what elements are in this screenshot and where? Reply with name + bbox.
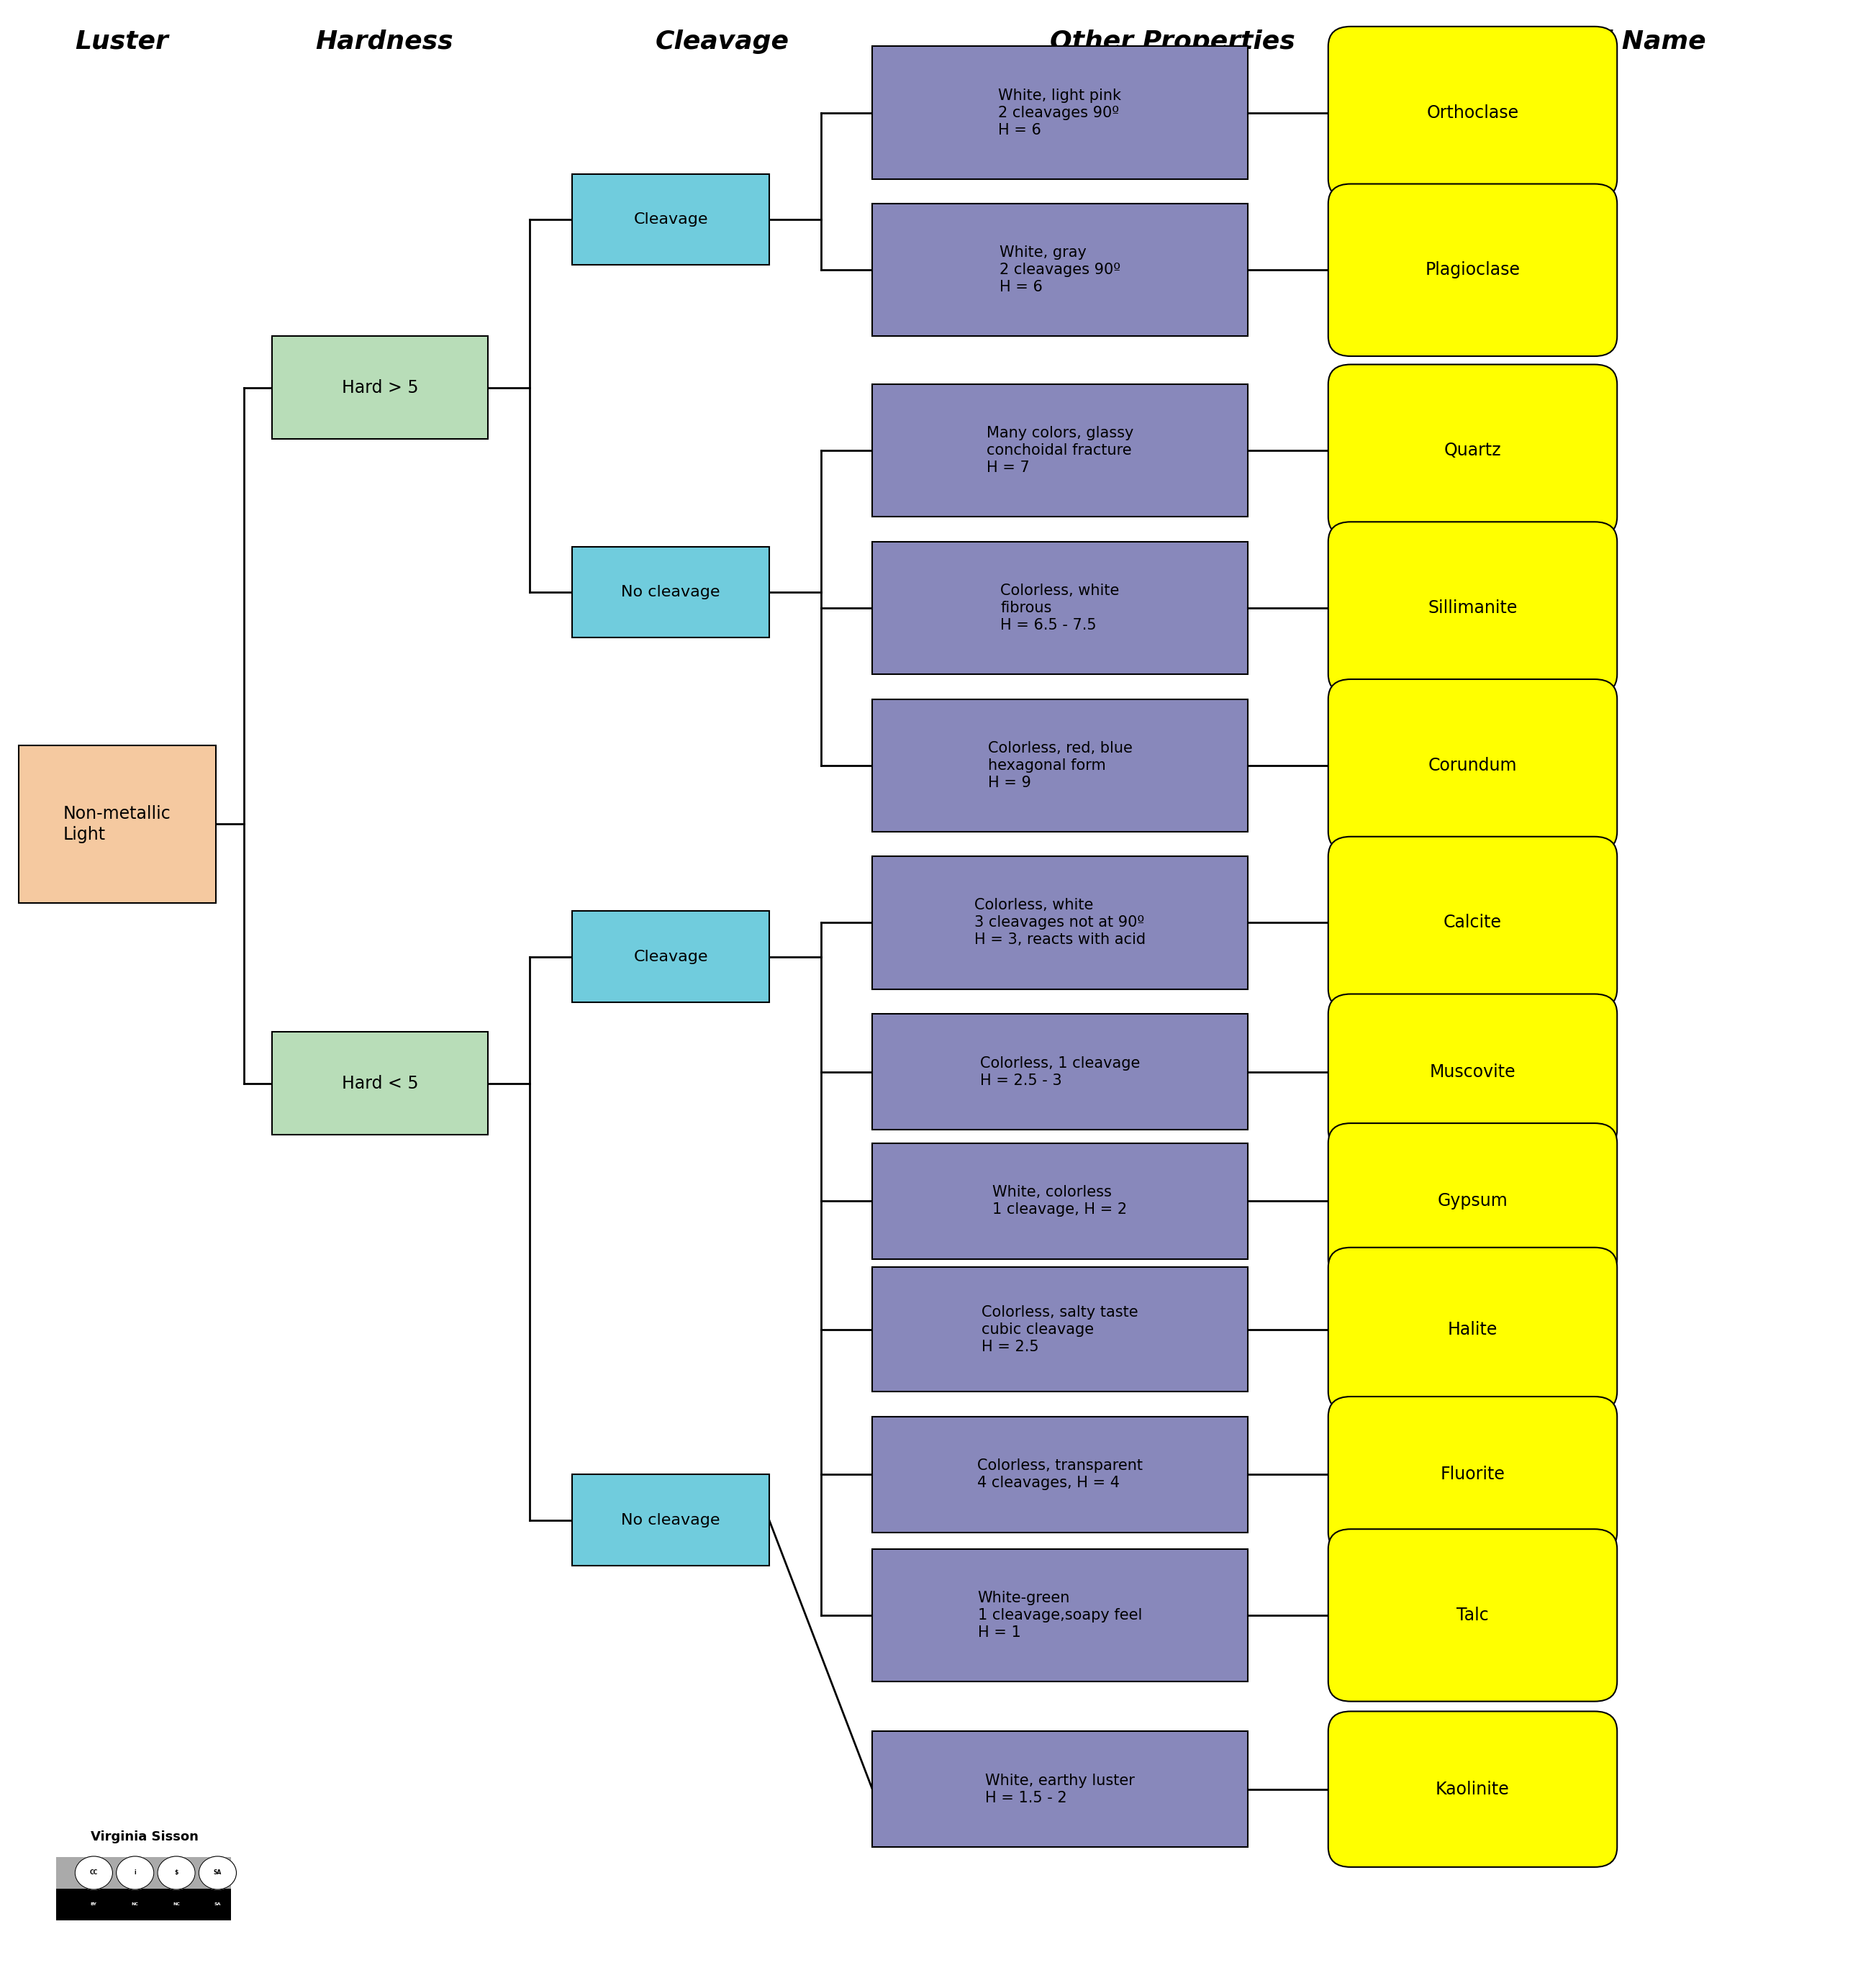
Circle shape xyxy=(75,1857,113,1889)
FancyBboxPatch shape xyxy=(1328,523,1617,694)
FancyBboxPatch shape xyxy=(872,1014,1248,1129)
Text: NC: NC xyxy=(173,1903,180,1906)
Text: SA: SA xyxy=(214,1903,221,1906)
FancyBboxPatch shape xyxy=(56,1857,231,1920)
Text: White, earthy luster
H = 1.5 - 2: White, earthy luster H = 1.5 - 2 xyxy=(985,1773,1135,1805)
Text: Cleavage: Cleavage xyxy=(655,30,790,54)
Text: Non-metallic
Light: Non-metallic Light xyxy=(64,805,171,843)
Text: SA: SA xyxy=(214,1869,221,1877)
Text: Orthoclase: Orthoclase xyxy=(1426,103,1520,121)
FancyBboxPatch shape xyxy=(1328,1529,1617,1702)
FancyBboxPatch shape xyxy=(1328,1712,1617,1867)
FancyBboxPatch shape xyxy=(56,1857,231,1889)
Text: Fluorite: Fluorite xyxy=(1441,1465,1505,1483)
FancyBboxPatch shape xyxy=(872,205,1248,336)
Text: Cleavage: Cleavage xyxy=(634,213,707,227)
Text: i: i xyxy=(133,1869,137,1877)
Text: White, light pink
2 cleavages 90º
H = 6: White, light pink 2 cleavages 90º H = 6 xyxy=(998,87,1122,137)
FancyBboxPatch shape xyxy=(872,857,1248,988)
FancyBboxPatch shape xyxy=(572,1475,769,1567)
Circle shape xyxy=(116,1857,154,1889)
FancyBboxPatch shape xyxy=(872,46,1248,179)
FancyBboxPatch shape xyxy=(872,1268,1248,1392)
Text: White-green
1 cleavage,soapy feel
H = 1: White-green 1 cleavage,soapy feel H = 1 xyxy=(977,1590,1142,1640)
Text: Kaolinite: Kaolinite xyxy=(1435,1781,1510,1797)
Circle shape xyxy=(199,1857,236,1889)
Text: Mineral Name: Mineral Name xyxy=(1503,30,1705,54)
FancyBboxPatch shape xyxy=(1328,1396,1617,1553)
Text: Colorless, red, blue
hexagonal form
H = 9: Colorless, red, blue hexagonal form H = … xyxy=(987,742,1133,789)
Text: Colorless, white
3 cleavages not at 90º
H = 3, reacts with acid: Colorless, white 3 cleavages not at 90º … xyxy=(974,899,1146,946)
FancyBboxPatch shape xyxy=(1328,364,1617,537)
Text: Calcite: Calcite xyxy=(1443,914,1503,932)
FancyBboxPatch shape xyxy=(272,336,488,439)
Circle shape xyxy=(158,1857,195,1889)
Text: Muscovite: Muscovite xyxy=(1430,1064,1516,1081)
Text: Hard < 5: Hard < 5 xyxy=(341,1076,418,1091)
Text: Colorless, 1 cleavage
H = 2.5 - 3: Colorless, 1 cleavage H = 2.5 - 3 xyxy=(979,1056,1141,1087)
FancyBboxPatch shape xyxy=(19,746,216,903)
Text: Virginia Sisson: Virginia Sisson xyxy=(90,1831,199,1843)
Text: Talc: Talc xyxy=(1456,1606,1490,1624)
Text: Gypsum: Gypsum xyxy=(1437,1193,1508,1211)
FancyBboxPatch shape xyxy=(1328,680,1617,851)
Text: CC: CC xyxy=(90,1869,98,1877)
FancyBboxPatch shape xyxy=(872,1415,1248,1533)
Text: Many colors, glassy
conchoidal fracture
H = 7: Many colors, glassy conchoidal fracture … xyxy=(987,425,1133,475)
Text: Other Properties: Other Properties xyxy=(1051,30,1294,54)
FancyBboxPatch shape xyxy=(872,543,1248,674)
FancyBboxPatch shape xyxy=(272,1032,488,1135)
Text: BY: BY xyxy=(90,1903,98,1906)
Text: Colorless, salty taste
cubic cleavage
H = 2.5: Colorless, salty taste cubic cleavage H … xyxy=(981,1304,1139,1354)
Text: Luster: Luster xyxy=(75,30,169,54)
FancyBboxPatch shape xyxy=(1328,26,1617,199)
FancyBboxPatch shape xyxy=(872,1549,1248,1682)
Text: NC: NC xyxy=(131,1903,139,1906)
Text: Plagioclase: Plagioclase xyxy=(1426,260,1520,278)
FancyBboxPatch shape xyxy=(1328,994,1617,1149)
Text: Quartz: Quartz xyxy=(1445,441,1501,459)
Text: $: $ xyxy=(174,1869,178,1877)
FancyBboxPatch shape xyxy=(572,173,769,264)
Text: White, gray
2 cleavages 90º
H = 6: White, gray 2 cleavages 90º H = 6 xyxy=(1000,247,1120,294)
Text: Halite: Halite xyxy=(1448,1320,1497,1338)
FancyBboxPatch shape xyxy=(872,1732,1248,1847)
Text: Colorless, transparent
4 cleavages, H = 4: Colorless, transparent 4 cleavages, H = … xyxy=(977,1459,1142,1491)
Text: Colorless, white
fibrous
H = 6.5 - 7.5: Colorless, white fibrous H = 6.5 - 7.5 xyxy=(1000,584,1120,632)
FancyBboxPatch shape xyxy=(1328,837,1617,1008)
Text: Hard > 5: Hard > 5 xyxy=(341,380,418,396)
Text: Sillimanite: Sillimanite xyxy=(1428,598,1518,616)
Text: No cleavage: No cleavage xyxy=(621,1513,720,1527)
Text: Corundum: Corundum xyxy=(1428,757,1518,773)
FancyBboxPatch shape xyxy=(1328,183,1617,356)
Text: No cleavage: No cleavage xyxy=(621,584,720,600)
FancyBboxPatch shape xyxy=(1328,1123,1617,1278)
FancyBboxPatch shape xyxy=(1328,1248,1617,1411)
Text: Cleavage: Cleavage xyxy=(634,950,707,964)
FancyBboxPatch shape xyxy=(872,700,1248,831)
Text: White, colorless
1 cleavage, H = 2: White, colorless 1 cleavage, H = 2 xyxy=(992,1185,1127,1217)
FancyBboxPatch shape xyxy=(872,384,1248,517)
Text: Hardness: Hardness xyxy=(315,30,454,54)
FancyBboxPatch shape xyxy=(572,547,769,638)
FancyBboxPatch shape xyxy=(872,1143,1248,1258)
FancyBboxPatch shape xyxy=(572,911,769,1002)
